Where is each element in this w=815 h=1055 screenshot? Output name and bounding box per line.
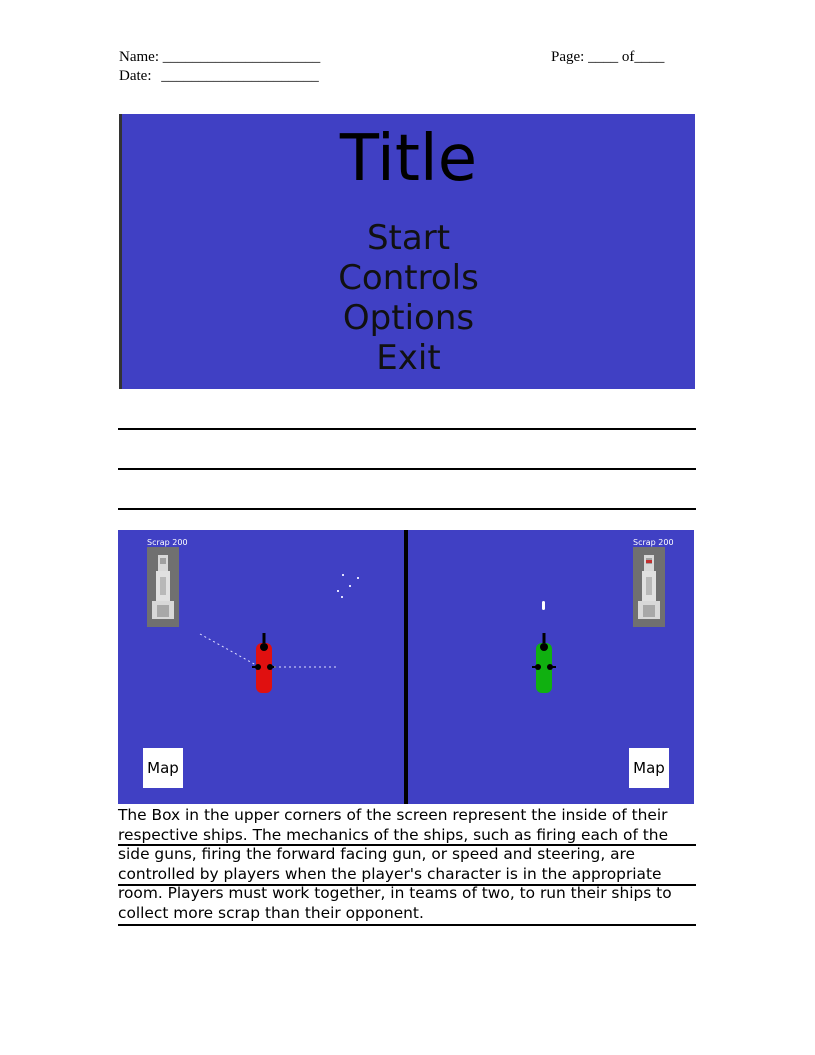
scrap-debris — [337, 574, 359, 598]
scrap-counter-left: Scrap 200 — [147, 538, 188, 547]
red-ship — [252, 633, 276, 693]
map-button-right[interactable]: Map — [629, 748, 669, 788]
bullet-trail — [199, 633, 257, 666]
description-text: The Box in the upper corners of the scre… — [118, 806, 672, 922]
scrap-counter-right: Scrap 200 — [633, 538, 674, 547]
page-field: Page: ____ of____ — [551, 49, 664, 66]
writing-line — [118, 844, 696, 846]
name-blank: _____________________ — [162, 49, 321, 65]
gameplay-mockup: Scrap 200 Map Scrap 200 Map — [118, 530, 694, 804]
page-label: Page: — [551, 49, 585, 65]
title-screen-mockup: Title Start Controls Options Exit — [119, 114, 695, 389]
ship-interior-left — [147, 547, 179, 627]
name-field: Name: _____________________ — [119, 49, 320, 66]
date-field: Date: _____________________ — [119, 68, 319, 85]
writing-line — [118, 428, 696, 430]
ship-interior-icon — [638, 555, 660, 619]
gameplay-field — [199, 574, 556, 693]
menu-item-options[interactable]: Options — [342, 298, 475, 338]
date-label: Date: — [119, 68, 152, 84]
of-blank: ____ — [634, 49, 665, 65]
map-button-left[interactable]: Map — [143, 748, 183, 788]
name-label: Name: — [119, 49, 159, 65]
split-screen-divider — [404, 530, 408, 804]
game-title: Title — [339, 122, 478, 196]
projectile — [542, 601, 545, 610]
menu-item-start[interactable]: Start — [366, 218, 451, 258]
page-blank: ____ — [588, 49, 619, 65]
of-label: of — [621, 49, 635, 65]
menu-item-exit[interactable]: Exit — [376, 338, 441, 378]
writing-line — [118, 508, 696, 510]
ship-interior-icon — [152, 555, 174, 619]
main-menu: Start Controls Options Exit — [122, 218, 695, 378]
green-ship — [532, 633, 556, 693]
writing-line — [118, 468, 696, 470]
date-blank: _____________________ — [161, 68, 319, 84]
ship-interior-right — [633, 547, 665, 627]
writing-line — [118, 884, 696, 886]
menu-item-controls[interactable]: Controls — [338, 258, 479, 298]
writing-line — [118, 924, 696, 926]
